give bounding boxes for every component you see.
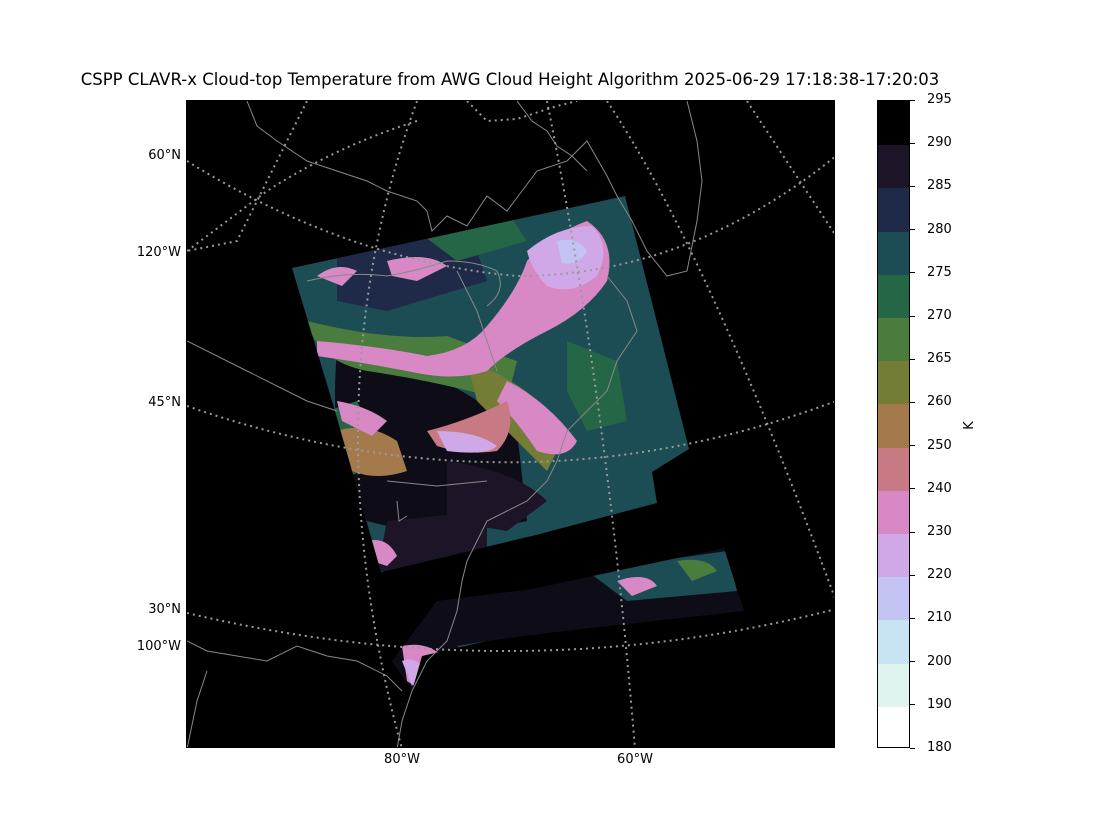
colorbar-tick xyxy=(910,358,915,360)
colorbar-tick-label: 285 xyxy=(927,178,952,194)
colorbar-tick-label: 190 xyxy=(927,696,952,712)
colorbar-segment xyxy=(878,230,909,275)
colorbar-segment xyxy=(878,662,909,707)
colorbar-segment xyxy=(878,619,909,664)
colorbar-tick-label: 260 xyxy=(927,394,952,410)
lat-label: 120°W xyxy=(136,245,181,260)
satellite-swath-south xyxy=(392,548,744,691)
lon-label: 80°W xyxy=(384,752,420,767)
colorbar-segment xyxy=(878,360,909,405)
colorbar-tick-label: 210 xyxy=(927,610,952,626)
colorbar-tick xyxy=(910,661,915,663)
colorbar-tick-label: 265 xyxy=(927,351,952,367)
colorbar-tick xyxy=(910,747,915,749)
colorbar-segment xyxy=(878,144,909,189)
lat-label: 60°N xyxy=(148,148,181,163)
colorbar-segment xyxy=(878,489,909,534)
colorbar-segment xyxy=(878,576,909,621)
colorbar-tick-label: 200 xyxy=(927,653,952,669)
colorbar-tick-label: 230 xyxy=(927,524,952,539)
lat-label: 30°N xyxy=(148,602,181,617)
colorbar-tick-label: 220 xyxy=(927,567,952,583)
colorbar-tick xyxy=(910,142,915,144)
colorbar-tick xyxy=(910,401,915,403)
map-canvas xyxy=(187,101,834,747)
colorbar-segment xyxy=(878,446,909,491)
lat-label: 100°W xyxy=(136,639,181,654)
colorbar-tick xyxy=(910,704,915,706)
colorbar-tick-label: 240 xyxy=(927,480,952,496)
colorbar-tick xyxy=(910,185,915,187)
colorbar-segment xyxy=(878,533,909,578)
colorbar-tick xyxy=(910,488,915,490)
colorbar-tick xyxy=(910,272,915,274)
colorbar-segment xyxy=(878,705,909,747)
colorbar-tick xyxy=(910,617,915,619)
colorbar-segment xyxy=(878,273,909,318)
lon-label: 60°W xyxy=(617,752,653,767)
colorbar-tick xyxy=(910,315,915,317)
colorbar-segment xyxy=(878,187,909,232)
colorbar-tick xyxy=(910,574,915,576)
colorbar-segment xyxy=(878,317,909,362)
colorbar-tick-label: 180 xyxy=(927,740,952,755)
colorbar-tick xyxy=(910,531,915,533)
colorbar-tick xyxy=(910,229,915,231)
colorbar-segment xyxy=(878,403,909,448)
colorbar xyxy=(877,100,910,748)
colorbar-tick-label: 270 xyxy=(927,308,952,323)
coastlines xyxy=(187,101,703,747)
lat-label: 45°N xyxy=(148,395,181,410)
colorbar-tick-label: 280 xyxy=(927,221,952,237)
chart-title: CSPP CLAVR-x Cloud-top Temperature from … xyxy=(80,70,940,89)
colorbar-tick xyxy=(910,445,915,447)
colorbar-tick-label: 250 xyxy=(927,437,952,453)
colorbar-segment xyxy=(878,101,909,146)
colorbar-tick-label: 275 xyxy=(927,264,952,280)
satellite-swath-main xyxy=(292,196,689,572)
map-panel xyxy=(186,100,835,748)
graticule xyxy=(187,101,834,747)
colorbar-tick-label: 290 xyxy=(927,135,952,151)
colorbar-unit-label: K xyxy=(961,421,977,430)
colorbar-tick-label: 295 xyxy=(927,92,952,107)
colorbar-tick xyxy=(910,99,915,101)
